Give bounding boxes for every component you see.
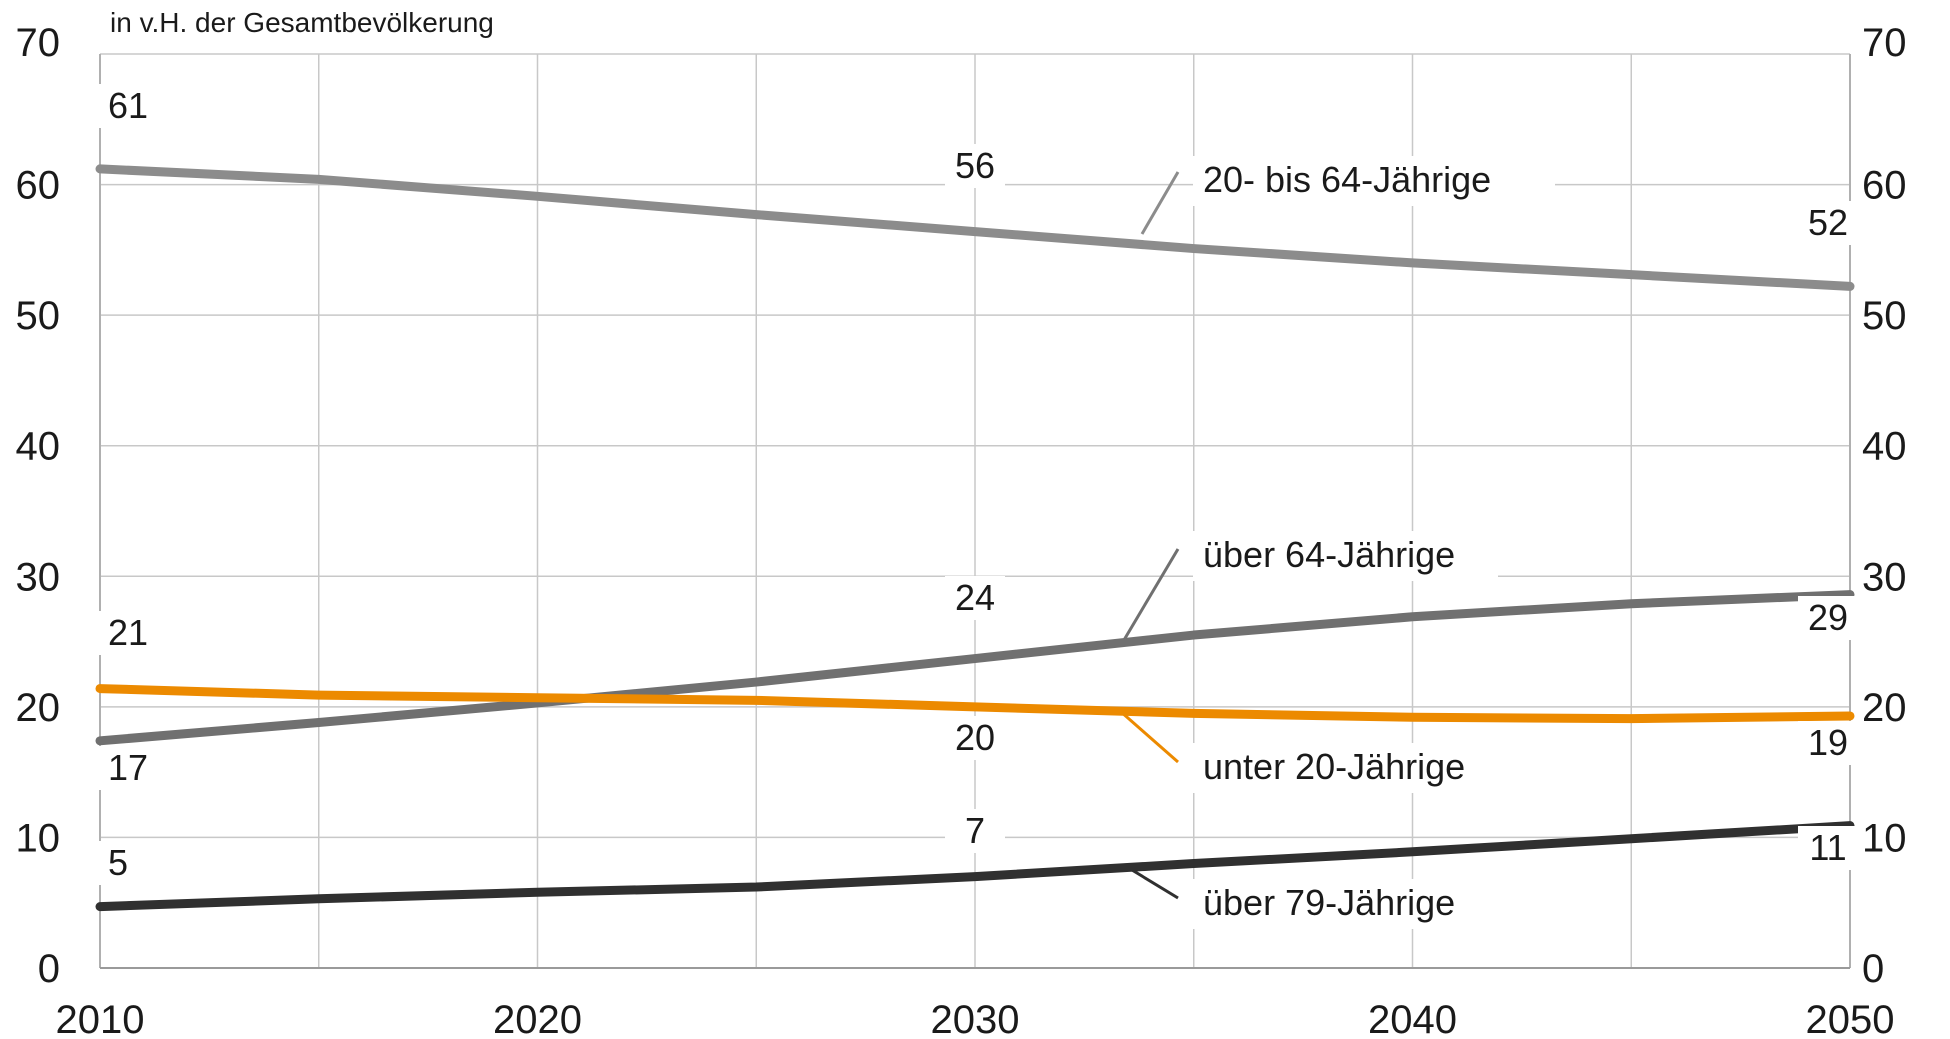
series-name-label: 20- bis 64-Jährige (1203, 159, 1491, 200)
series-leader-line (1131, 868, 1179, 900)
data-label-background (945, 144, 1005, 188)
series-lines (95, 164, 1855, 912)
data-label-background (98, 611, 158, 655)
series-name-label: unter 20-Jährige (1203, 746, 1465, 787)
y-tick-label-left: 30 (16, 555, 61, 599)
series-label-background (1193, 156, 1555, 206)
x-tick-label: 2040 (1368, 998, 1457, 1039)
y-tick-label-left: 50 (16, 294, 61, 338)
y-tick-label-left: 20 (16, 686, 61, 730)
data-label-background (88, 841, 148, 885)
y-tick-label-right: 40 (1862, 425, 1907, 469)
y-tick-label-left: 70 (16, 21, 61, 65)
x-tick-label: 2030 (931, 998, 1020, 1039)
y-tick-label-left: 60 (16, 164, 61, 208)
data-label-background (945, 809, 1005, 853)
data-label: 20 (955, 717, 995, 758)
x-tick-label: 2020 (493, 998, 582, 1039)
data-label: 24 (955, 577, 995, 618)
series-label-background (1193, 531, 1498, 581)
y-tick-label-left: 10 (16, 816, 61, 860)
data-label: 17 (108, 747, 148, 788)
series-leader-line (1122, 548, 1180, 641)
y-tick-label-right: 70 (1862, 21, 1907, 65)
y-tick-label-right: 60 (1862, 164, 1907, 208)
y-tick-label-left: 0 (38, 947, 60, 991)
data-label: 29 (1808, 597, 1848, 638)
series-label-background (1193, 743, 1517, 793)
data-label: 11 (1809, 827, 1846, 868)
series-leader-line (1119, 709, 1179, 764)
y-tick-label-right: 30 (1862, 555, 1907, 599)
data-label-background (1798, 826, 1858, 870)
series-line (95, 821, 1855, 912)
data-label-background (1798, 721, 1858, 765)
data-label-background (1798, 201, 1858, 245)
data-label: 56 (955, 145, 995, 186)
series-name-label: über 64-Jährige (1203, 534, 1455, 575)
series-line (95, 590, 1855, 746)
data-label: 5 (108, 842, 128, 883)
y-tick-label-right: 50 (1862, 294, 1907, 338)
data-label-background (98, 84, 158, 128)
data-label: 61 (108, 85, 148, 126)
series-line (95, 684, 1855, 724)
data-label: 21 (108, 612, 148, 653)
series-leader-lines (1119, 171, 1180, 900)
data-label-background (945, 716, 1005, 760)
series-line (95, 164, 1855, 291)
data-label-background (945, 576, 1005, 620)
y-tick-label-right: 10 (1862, 816, 1907, 860)
x-tick-label: 2050 (1806, 998, 1895, 1039)
y-tick-label-right: 20 (1862, 686, 1907, 730)
y-tick-label-right: 0 (1862, 947, 1884, 991)
y-axis-unit-label: in v.H. der Gesamtbevölkerung (110, 7, 494, 38)
series-name-label: über 79-Jährige (1203, 882, 1455, 923)
data-label-background (98, 746, 158, 790)
y-tick-label-left: 40 (16, 425, 61, 469)
x-tick-label: 2010 (56, 998, 145, 1039)
data-label-background (1798, 596, 1858, 640)
data-label: 19 (1808, 722, 1848, 763)
data-label: 7 (965, 810, 985, 851)
series-leader-line (1140, 171, 1180, 235)
series-label-background (1193, 879, 1498, 929)
data-label: 52 (1808, 202, 1848, 243)
